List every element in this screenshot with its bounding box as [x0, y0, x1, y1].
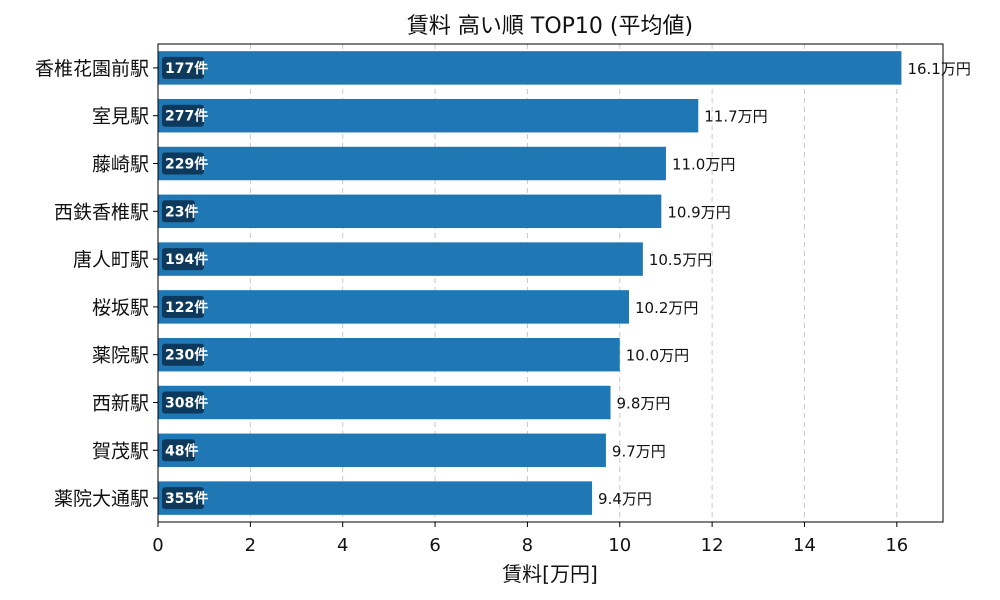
bar [158, 337, 620, 372]
count-label: 229件 [165, 156, 208, 173]
value-label: 9.8万円 [617, 395, 671, 413]
y-tick-label: 西新駅 [92, 393, 149, 415]
x-tick-label: 14 [793, 535, 816, 556]
value-label: 11.0万円 [672, 156, 735, 174]
bar [158, 242, 643, 276]
x-tick-label: 0 [152, 535, 163, 556]
count-badge [162, 343, 204, 366]
y-tick-label: 藤崎駅 [92, 154, 149, 176]
x-tick-label: 2 [245, 535, 256, 556]
y-tick-label: 室見駅 [92, 106, 149, 128]
count-label: 177件 [165, 60, 208, 77]
labels-layer: 177件 16.1万円 277件 11.7万円 229件 11.0万円 23件 10.9万円 1… [162, 56, 971, 510]
y-tick-label: 西鉄香椎駅 [54, 201, 149, 223]
bar [158, 194, 662, 229]
count-badge [162, 200, 195, 223]
value-label: 16.1万円 [907, 60, 970, 78]
value-label: 10.2万円 [635, 299, 698, 317]
value-label: 9.7万円 [612, 442, 666, 460]
x-tick-label: 10 [608, 535, 631, 556]
y-tick-label: 薬院駅 [92, 345, 149, 367]
y-tick-label: 唐人町駅 [73, 249, 149, 271]
bar [158, 481, 593, 515]
x-tick-label: 8 [522, 535, 533, 556]
x-tick-label: 16 [885, 535, 908, 556]
count-label: 277件 [165, 108, 208, 125]
count-label: 308件 [165, 395, 208, 412]
chart-title: 賃料 高い順 TOP10 (平均値) [407, 14, 693, 39]
value-label: 9.4万円 [598, 490, 652, 508]
y-tick-label: 香椎花園前駅 [35, 58, 149, 80]
count-badge [162, 104, 204, 127]
count-badge [162, 56, 204, 79]
y-tick-label: 薬院大通駅 [54, 488, 149, 510]
count-badge [162, 152, 204, 175]
count-label: 355件 [165, 490, 208, 507]
value-label: 10.9万円 [667, 203, 730, 221]
bar [158, 146, 666, 181]
y-tick-label: 賀茂駅 [92, 440, 149, 462]
plot-frame [157, 43, 944, 523]
count-label: 230件 [165, 347, 208, 364]
y-tick-label: 桜坂駅 [92, 297, 149, 319]
x-tick-label: 12 [701, 535, 724, 556]
x-axis-label: 賃料[万円] [502, 562, 598, 586]
bars-layer [158, 51, 902, 515]
bar [158, 51, 902, 85]
count-label: 23件 [165, 203, 198, 220]
count-label: 194件 [165, 251, 208, 268]
bar [158, 433, 606, 468]
count-badge [162, 439, 195, 462]
x-tick-label: 6 [429, 535, 440, 556]
x-tick-label: 4 [337, 535, 348, 556]
count-badge [162, 391, 204, 414]
bar [158, 290, 629, 324]
bar [158, 98, 699, 133]
count-badge [162, 295, 204, 318]
value-label: 11.7万円 [704, 108, 767, 126]
value-label: 10.0万円 [626, 347, 689, 365]
count-badge [162, 248, 204, 271]
bar [158, 385, 611, 420]
value-label: 10.5万円 [649, 251, 712, 269]
count-badge [162, 487, 204, 510]
count-label: 48件 [165, 442, 198, 459]
count-label: 122件 [165, 299, 208, 316]
